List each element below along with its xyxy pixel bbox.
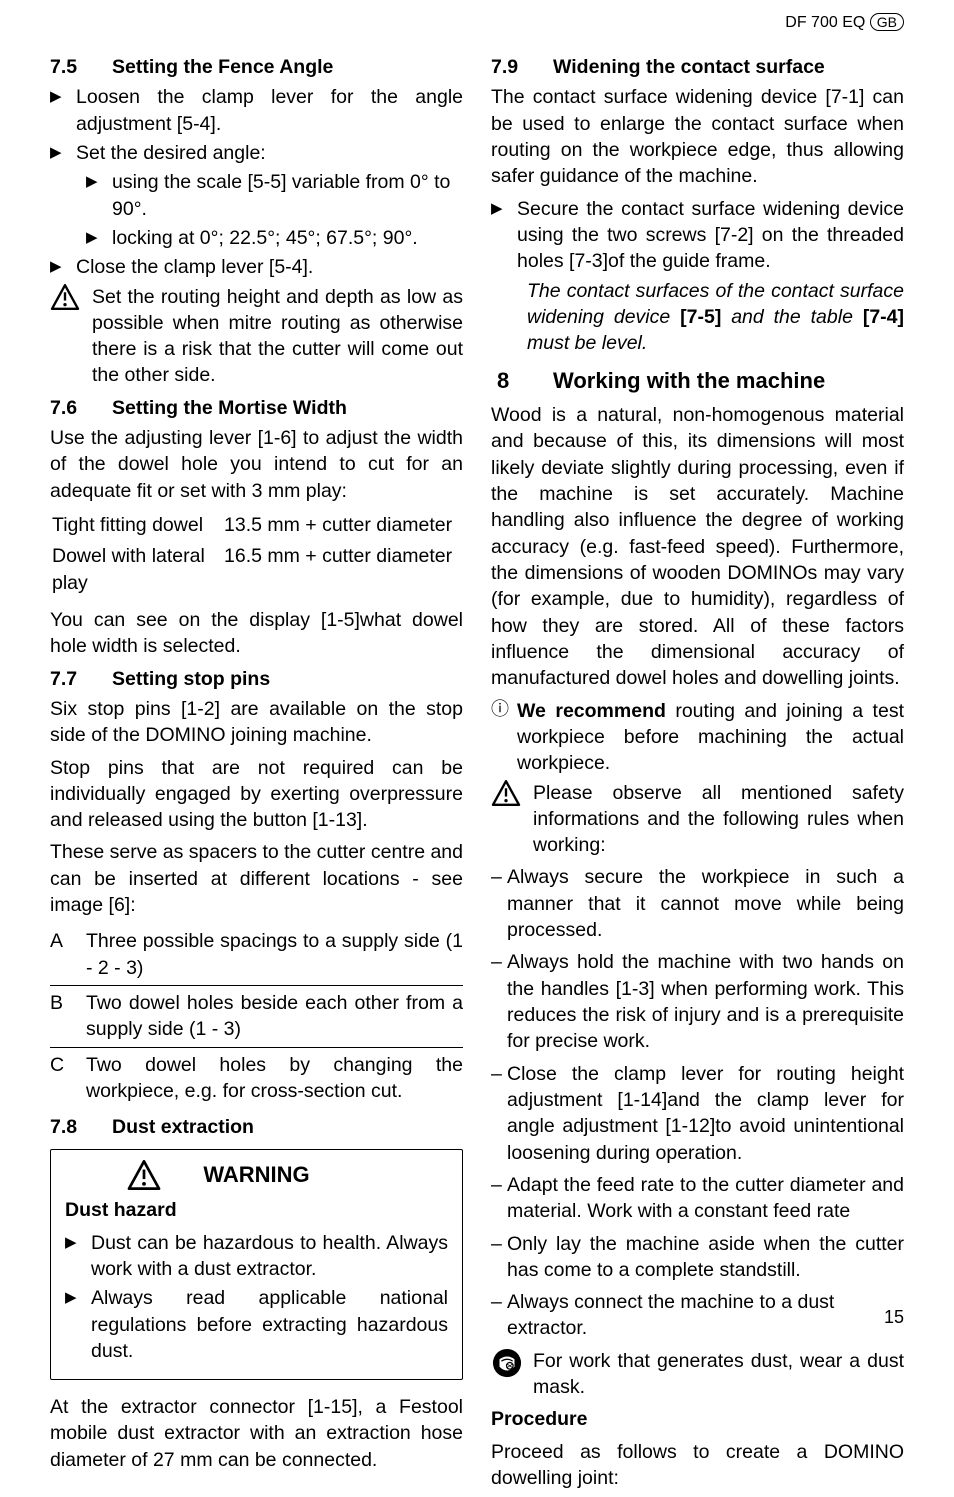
section-7-8-heading: 7.8Dust extraction [50,1114,463,1140]
info-text: We recommend routing and joining a test … [517,698,904,777]
section-7-6-heading: 7.6Setting the Mortise Width [50,395,463,421]
section-7-5-heading: 7.5Setting the Fence Angle [50,54,463,80]
warning-box: WARNING Dust hazard ▶Dust can be hazardo… [50,1149,463,1381]
text: Close the clamp lever for routing height… [507,1061,904,1166]
lang-badge: GB [870,13,904,31]
text: Only lay the machine aside when the cutt… [507,1231,904,1284]
paragraph: These serve as spacers to the cutter cen… [50,839,463,918]
paragraph: Wood is a natural, non-homogenous materi… [491,402,904,691]
alert-icon [50,284,92,389]
arrow-icon: ▶ [491,196,517,275]
text: using the scale [5-5] variable from 0° t… [112,169,463,222]
page-header: DF 700 EQ GB [785,12,904,34]
info-icon: ⓘ [491,698,517,777]
paragraph: Proceed as follows to create a DOMINO do… [491,1439,904,1492]
text: Always secure the workpiece in such a ma… [507,864,904,943]
page-number: 15 [884,1305,904,1329]
mask-text: For work that generates dust, wear a dus… [533,1348,904,1401]
text: Secure the contact surface widening devi… [517,196,904,275]
alert-icon [127,1160,161,1202]
paragraph: The contact surface widening device [7-1… [491,84,904,189]
note-text: Please observe all mentioned safety info… [533,780,904,859]
right-column: 7.9Widening the contact surface The cont… [491,48,904,1497]
text: locking at 0°; 22.5°; 45°; 67.5°; 90°. [112,225,463,251]
procedure-heading: Procedure [491,1408,587,1430]
text: Always connect the machine to a dust ext… [507,1289,904,1342]
arrow-icon: ▶ [50,84,76,137]
dowel-table: Tight fitting dowel13.5 mm + cutter diam… [50,510,463,601]
paragraph: At the extractor connector [1-15], a Fes… [50,1394,463,1473]
text: Set the desired angle: [76,140,463,166]
arrow-icon: ▶ [86,225,112,251]
paragraph: You can see on the display [1-5]what dow… [50,607,463,660]
model-label: DF 700 EQ [785,14,865,31]
warning-title: WARNING [203,1162,309,1187]
text: Always hold the machine with two hands o… [507,949,904,1054]
warning-subhead: Dust hazard [65,1199,177,1221]
note-text: Set the routing height and depth as low … [92,284,463,389]
text: Loosen the clamp lever for the angle adj… [76,84,463,137]
section-8-heading: 8Working with the machine [491,366,904,396]
text: Dust can be hazardous to health. Always … [91,1230,448,1283]
section-7-7-heading: 7.7Setting stop pins [50,666,463,692]
arrow-icon: ▶ [65,1230,91,1283]
text: Always read applicable national regulati… [91,1285,448,1364]
mask-icon [491,1348,533,1401]
paragraph: Stop pins that are not required can be i… [50,755,463,834]
arrow-icon: ▶ [50,140,76,166]
section-7-9-heading: 7.9Widening the contact surface [491,54,904,80]
italic-note: The contact surfaces of the contact surf… [491,278,904,357]
alert-icon [491,780,533,859]
left-column: 7.5Setting the Fence Angle ▶Loosen the c… [50,48,463,1497]
text: Adapt the feed rate to the cutter diamet… [507,1172,904,1225]
spacing-table: AThree possible spacings to a supply sid… [50,924,463,1108]
text: Close the clamp lever [5-4]. [76,254,463,280]
paragraph: Six stop pins [1-2] are available on the… [50,696,463,749]
arrow-icon: ▶ [65,1285,91,1364]
arrow-icon: ▶ [50,254,76,280]
paragraph: Use the adjusting lever [1-6] to adjust … [50,425,463,504]
arrow-icon: ▶ [86,169,112,222]
